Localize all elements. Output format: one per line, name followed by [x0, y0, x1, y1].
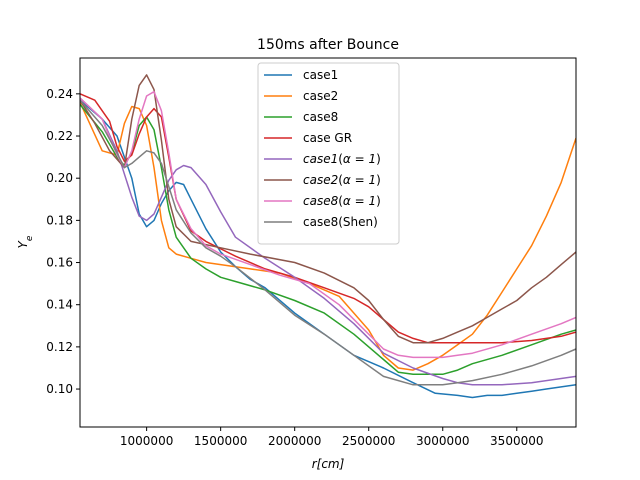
plot-series	[80, 74, 576, 399]
series-line-7	[80, 90, 576, 359]
x-tick-label: 3000000	[416, 434, 469, 448]
legend: case1 case2 case8 case GR case1(α = 1) case2(…	[257, 62, 400, 245]
x-tick-label: 3500000	[490, 434, 543, 448]
y-tick-label: 0.24	[46, 87, 73, 101]
x-axis: 1000000 1500000 2000000 2500000 3000000 35000…	[120, 427, 544, 448]
x-axis-label: r[cm]	[312, 457, 345, 471]
legend-label: case2(α = 1)	[303, 173, 381, 187]
y-tick-label: 0.22	[46, 129, 73, 143]
legend-label: case1	[303, 68, 338, 82]
legend-label: case8	[303, 110, 338, 124]
y-tick-label: 0.20	[46, 171, 73, 185]
series-line-8	[80, 99, 576, 386]
y-tick-label: 0.12	[46, 340, 73, 354]
legend-label: case2	[303, 89, 338, 103]
y-tick-label: 0.16	[46, 256, 73, 270]
series-line-3	[80, 103, 576, 376]
y-tick-label: 0.10	[46, 382, 73, 396]
x-tick-label: 1000000	[120, 434, 173, 448]
y-tick-label: 0.14	[46, 298, 73, 312]
x-tick-label: 2000000	[268, 434, 321, 448]
legend-label: case GR	[303, 131, 352, 145]
y-axis: 0.10 0.12 0.14 0.16 0.18 0.20 0.22 0.24	[46, 87, 80, 396]
x-tick-label: 1500000	[194, 434, 247, 448]
x-tick-label: 2500000	[342, 434, 395, 448]
series-line-5	[80, 97, 576, 386]
series-line-6	[80, 74, 576, 344]
chart-title: 150ms after Bounce	[257, 37, 399, 53]
legend-label: case8(α = 1)	[303, 194, 381, 208]
plot-frame	[79, 57, 577, 428]
y-tick-label: 0.18	[46, 213, 73, 227]
legend-label: case1(α = 1)	[303, 152, 381, 166]
series-line-4	[80, 93, 576, 344]
legend-box	[257, 62, 400, 245]
legend-label: case8(Shen)	[303, 215, 378, 229]
y-axis-label: Ye	[16, 235, 35, 248]
